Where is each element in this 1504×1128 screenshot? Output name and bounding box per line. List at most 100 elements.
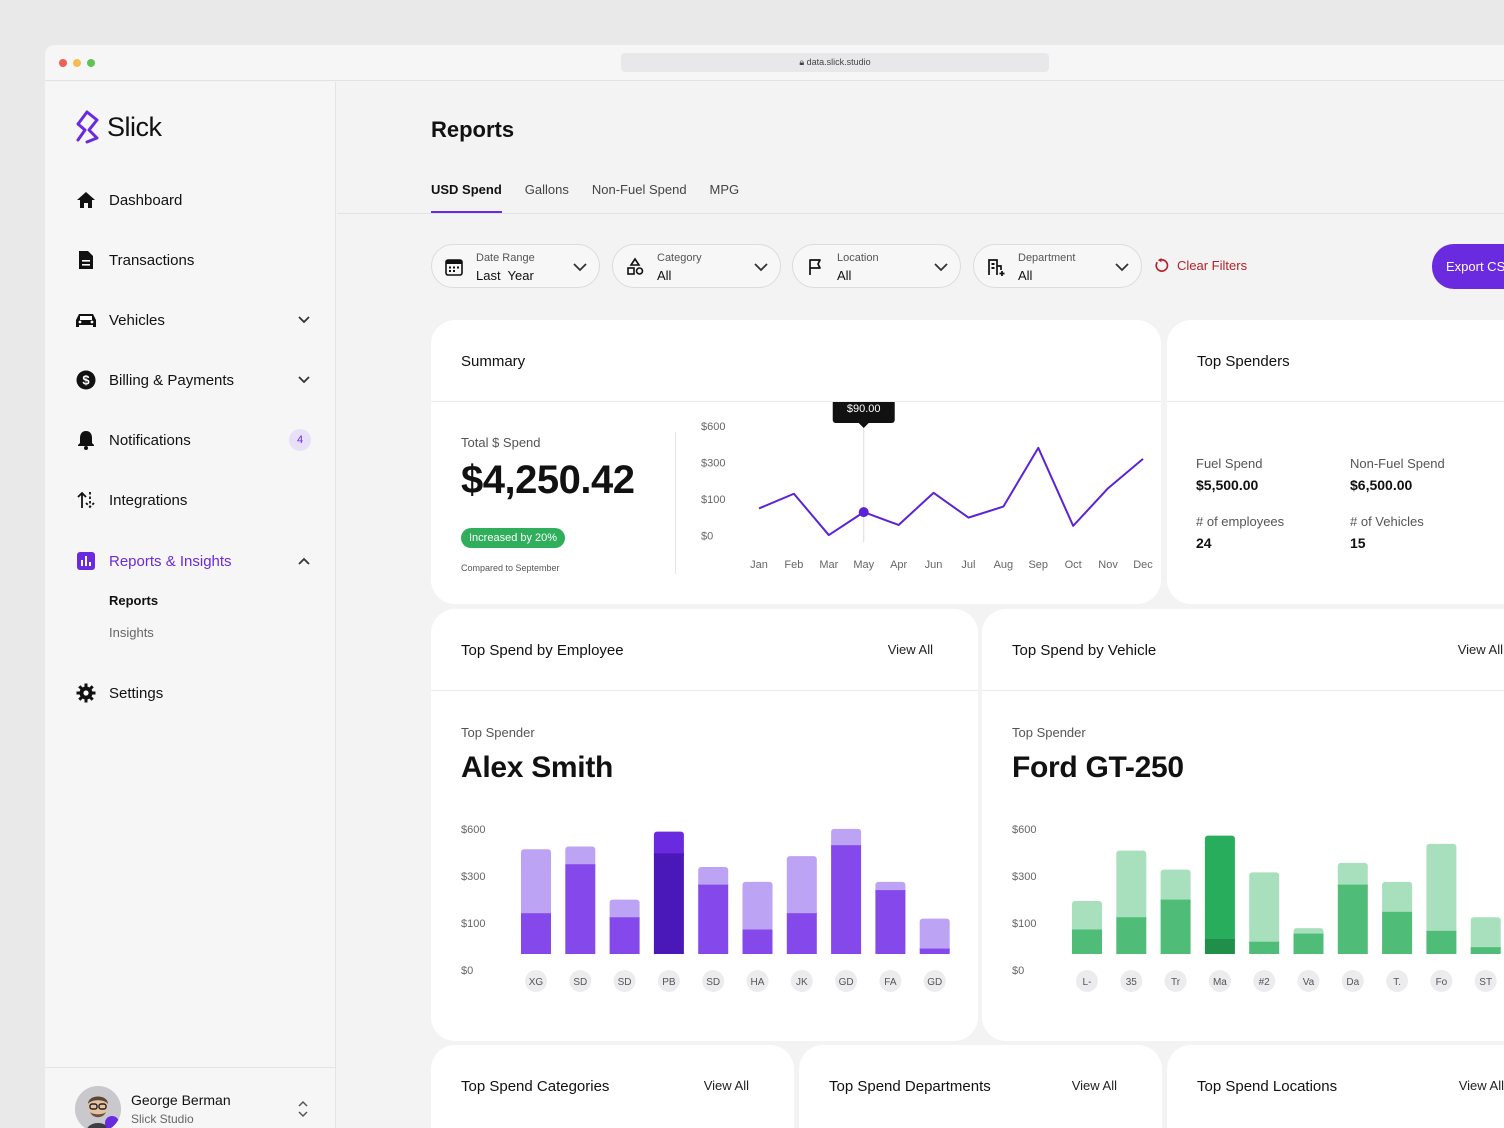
tab-usd-spend[interactable]: USD Spend <box>431 182 502 213</box>
chevron-down-icon[interactable] <box>297 313 311 327</box>
bell-icon <box>75 429 97 451</box>
bar-segment-top <box>609 899 640 922</box>
top-spend-categories-card: Top Spend Categories View All <box>431 1045 794 1128</box>
tab-non-fuel-spend[interactable]: Non-Fuel Spend <box>591 182 687 197</box>
browser-titlebar: 🔒︎ data.slick.studio <box>45 45 1504 81</box>
bar-segment-base <box>742 929 773 954</box>
bar-segment-base <box>1249 941 1280 954</box>
x-tick-label: Dec <box>1133 559 1153 571</box>
x-tick-label: Ma <box>1213 977 1227 988</box>
bar-segment-top <box>1116 850 1147 922</box>
x-tick-label: GD <box>839 977 854 988</box>
subnav-reports[interactable]: Reports <box>109 593 159 608</box>
filter-label: Category <box>657 252 702 264</box>
lock-icon: 🔒︎ <box>799 57 807 67</box>
x-tick-label: SD <box>706 977 720 988</box>
bar-segment-base <box>1470 947 1501 954</box>
minimize-window-dot[interactable] <box>73 59 81 67</box>
bar-segment-top <box>1249 872 1280 946</box>
bar-segment-base <box>1116 917 1147 954</box>
sidebar-item-settings[interactable]: Settings <box>75 678 311 708</box>
x-tick-label: SD <box>573 977 587 988</box>
x-category-chip <box>923 970 946 992</box>
x-tick-label: T. <box>1393 977 1401 988</box>
top-spend-departments-card: Top Spend Departments View All <box>799 1045 1162 1128</box>
address-bar[interactable]: 🔒︎ data.slick.studio <box>621 53 1049 72</box>
x-category-chip <box>1164 970 1187 992</box>
expand-user-menu-icon[interactable] <box>297 1100 309 1118</box>
view-all-link[interactable]: View All <box>887 642 933 657</box>
url-text: data.slick.studio <box>806 57 871 67</box>
sidebar-item-label: Transactions <box>109 251 195 269</box>
sidebar-item-notifications[interactable]: Notifications 4 <box>75 425 311 455</box>
chevron-down-icon <box>934 263 948 272</box>
export-csv-button[interactable]: Export CSV <box>1432 244 1504 289</box>
tabs-divider <box>337 213 1504 214</box>
brand-logo[interactable]: Slick <box>75 110 162 144</box>
subnav-insights[interactable]: Insights <box>109 625 154 640</box>
view-all-link[interactable]: View All <box>703 1078 749 1093</box>
compared-note: Compared to September <box>461 563 560 573</box>
report-tabs: USD Spend Gallons Non-Fuel Spend MPG <box>431 182 739 213</box>
bar-segment-base <box>1382 911 1413 954</box>
card-title: Top Spend by Employee <box>461 642 624 659</box>
tab-mpg[interactable]: MPG <box>709 182 740 197</box>
bar-segment-base <box>1160 899 1191 954</box>
x-tick-label: Fo <box>1436 977 1448 988</box>
vehicles-count-label: # of Vehicles <box>1350 514 1424 529</box>
top-spender-label: Top Spender <box>461 725 535 740</box>
sidebar-item-billing[interactable]: $ Billing & Payments <box>75 365 311 395</box>
x-tick-label: Jun <box>925 559 943 571</box>
x-category-chip <box>1120 970 1143 992</box>
sidebar-item-dashboard[interactable]: Dashboard <box>75 185 311 215</box>
x-tick-label: Feb <box>784 559 803 571</box>
x-tick-label: Oct <box>1065 559 1082 571</box>
top-spenders-card: Top Spenders Fuel Spend $5,500.00 Non-Fu… <box>1167 320 1504 604</box>
bar-segment-base <box>565 864 596 954</box>
filter-value: All <box>837 268 852 283</box>
chevron-up-icon[interactable] <box>297 554 311 568</box>
sort-icon <box>75 489 97 511</box>
bar-segment-top <box>1426 843 1457 935</box>
filter-location[interactable]: Location All <box>792 244 961 288</box>
user-profile[interactable]: George Berman Slick Studio <box>45 1067 336 1128</box>
maximize-window-dot[interactable] <box>87 59 95 67</box>
view-all-link[interactable]: View All <box>1458 1078 1504 1093</box>
x-category-chip <box>879 970 902 992</box>
sidebar-item-integrations[interactable]: Integrations <box>75 485 311 515</box>
view-all-link[interactable]: View All <box>1457 642 1503 657</box>
y-tick-label: $300 <box>461 871 485 883</box>
top-spend-employee-card: Top Spend by Employee View All Top Spend… <box>431 609 978 1041</box>
filter-label: Department <box>1018 252 1076 264</box>
top-spender-name: Alex Smith <box>461 751 614 784</box>
view-all-link[interactable]: View All <box>1071 1078 1117 1093</box>
total-spend-value: $4,250.42 <box>461 458 635 502</box>
x-tick-label: HA <box>751 977 765 988</box>
bar-segment-base <box>698 884 729 954</box>
reset-icon <box>1155 258 1169 272</box>
card-title: Top Spend Categories <box>461 1078 610 1095</box>
close-window-dot[interactable] <box>59 59 67 67</box>
sidebar-item-reports-insights[interactable]: Reports & Insights <box>75 546 311 576</box>
chevron-down-icon[interactable] <box>297 373 311 387</box>
x-tick-label: JK <box>796 977 808 988</box>
x-tick-label: Aug <box>994 559 1014 571</box>
gear-icon <box>75 682 97 704</box>
dollar-icon: $ <box>75 369 97 391</box>
svg-text:$: $ <box>82 373 90 388</box>
top-spender-name: Ford GT-250 <box>1012 751 1184 784</box>
x-tick-label: Da <box>1346 977 1359 988</box>
filter-date-range[interactable]: Date Range Last Year <box>431 244 600 288</box>
clear-filters-button[interactable]: Clear Filters <box>1154 258 1247 273</box>
x-tick-label: L- <box>1083 977 1092 988</box>
filter-department[interactable]: Department All <box>973 244 1142 288</box>
sidebar-item-transactions[interactable]: Transactions <box>75 245 311 275</box>
sidebar-item-vehicles[interactable]: Vehicles <box>75 305 311 335</box>
y-tick-label: $600 <box>1012 824 1036 836</box>
tab-gallons[interactable]: Gallons <box>524 182 569 197</box>
sidebar-item-label: Notifications <box>109 431 191 449</box>
filter-category[interactable]: Category All <box>612 244 781 288</box>
x-category-chip <box>1386 970 1409 992</box>
x-tick-label: FA <box>884 977 897 988</box>
x-tick-label: Apr <box>890 559 907 571</box>
